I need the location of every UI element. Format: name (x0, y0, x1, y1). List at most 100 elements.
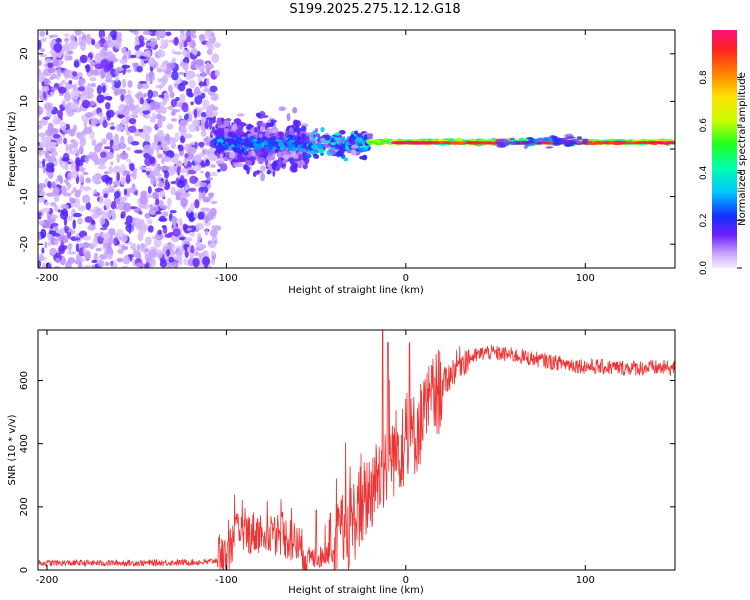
spectrogram-cell (157, 153, 163, 159)
spectrogram-cell (63, 179, 69, 183)
spectrogram-cell (159, 215, 166, 222)
spectrogram-cell (146, 219, 153, 225)
x-tick-label: 0 (403, 273, 409, 284)
spectrogram-cell (228, 151, 236, 159)
spectrogram-cell (103, 42, 108, 51)
spectrogram-cell (63, 137, 68, 145)
spectrogram-cell (55, 178, 60, 182)
spectrogram-cell (155, 198, 160, 206)
spectrogram-cell (59, 121, 67, 131)
spectrogram-cell (182, 49, 188, 57)
x-tick-label: -100 (215, 273, 238, 284)
spectrogram-cell (243, 140, 251, 147)
spectrogram-cell (57, 109, 63, 119)
spectrogram-cell (85, 177, 91, 184)
spectrogram-cell (209, 164, 217, 168)
spectrogram-cell (227, 138, 234, 144)
spectrogram-cell (149, 204, 153, 208)
spectrogram-cell (56, 67, 62, 78)
spectrogram-cell (134, 104, 140, 114)
spectrogram-cell (100, 59, 110, 69)
spectrogram-cell (47, 67, 56, 74)
y-tick-label: -20 (19, 236, 30, 252)
spectrogram-cell (157, 144, 162, 151)
spectrogram-cell (266, 147, 272, 153)
spectrogram-cell (171, 217, 179, 224)
spectrogram-cell (85, 201, 91, 211)
spectrogram-cell (110, 201, 117, 210)
spectrogram-cell (170, 98, 177, 108)
spectrogram-cell (40, 48, 45, 53)
spectrogram-cell (89, 125, 93, 133)
spectrogram-cell (172, 228, 181, 237)
spectrogram-cell (144, 248, 149, 253)
spectrogram-cell (90, 213, 100, 219)
spectrogram-cell (210, 32, 215, 37)
spectrogram-cell (144, 167, 153, 171)
spectrogram-cell (275, 165, 280, 172)
spectrogram-cell (354, 130, 359, 135)
spectrogram-cell (108, 228, 116, 236)
spectrogram-cell (99, 216, 106, 225)
spectrogram-cell (145, 236, 152, 246)
spectrogram-cell (41, 85, 50, 93)
spectrogram-cell (206, 48, 213, 56)
spectrogram-cell (149, 74, 153, 85)
spectrogram-cell (223, 120, 230, 127)
spectrogram-cell (49, 91, 55, 96)
spectrogram-cell (104, 96, 113, 100)
spectrogram-cell (50, 87, 58, 91)
spectrogram-cell (160, 106, 167, 114)
spectrogram-cell (74, 189, 81, 198)
spectrogram-cell (96, 94, 105, 104)
spectrogram-cell (181, 191, 191, 198)
spectrogram-cell (559, 141, 568, 144)
spectrogram-cell (147, 186, 152, 194)
spectrogram-cell (62, 192, 72, 197)
spectrogram-cell (92, 109, 97, 116)
spectrogram-cell (209, 171, 219, 177)
spectrogram-cell (103, 171, 110, 175)
spectrogram-cell (261, 115, 269, 119)
spectrogram-cell (205, 41, 214, 48)
spectrogram-cell (159, 190, 166, 198)
spectrogram-cell (103, 249, 108, 258)
spectrogram-cell (142, 102, 151, 110)
spectrogram-cell (136, 65, 143, 73)
y-tick-label: 10 (19, 95, 30, 108)
x-tick-label: 100 (576, 575, 595, 586)
spectrogram-cell (134, 44, 140, 51)
spectrogram-cell (390, 141, 404, 144)
spectrogram-cell (234, 162, 243, 168)
spectrogram-cell (120, 196, 128, 202)
spectrogram-cell (51, 52, 57, 59)
spectrogram-cell (237, 113, 245, 117)
spectrogram-cell (147, 56, 156, 67)
spectrogram-cell (158, 180, 163, 187)
spectrogram-cell (51, 128, 59, 135)
spectrogram-cell (126, 97, 135, 105)
spectrogram-cell (317, 148, 325, 154)
spectrogram-cell (83, 264, 92, 268)
spectrogram-cell (215, 160, 225, 165)
spectrogram-cell (304, 153, 312, 159)
spectrogram-cell (259, 165, 267, 172)
spectrogram-cell (195, 58, 205, 67)
spectrogram-cell (350, 149, 357, 156)
spectrogram-cell (267, 119, 272, 124)
spectrogram-cell (115, 123, 123, 132)
spectrogram-cell (38, 72, 46, 83)
spectrogram-cell (164, 178, 169, 188)
spectrogram-cell (102, 85, 106, 94)
spectrogram-cell (181, 102, 189, 113)
snr-panel: -200 -100 0 100 0 200 400 600 Height of straigh… (7, 329, 676, 596)
spectrogram-cell (147, 89, 154, 99)
spectrogram-cell (449, 141, 459, 144)
spectrogram-cell (137, 82, 143, 90)
spectrogram-cell (173, 37, 179, 46)
spectrogram-cell (82, 90, 87, 95)
spectrogram-cell (157, 229, 163, 235)
spectrogram-cell (47, 180, 52, 189)
spectrogram-cell (97, 157, 106, 161)
